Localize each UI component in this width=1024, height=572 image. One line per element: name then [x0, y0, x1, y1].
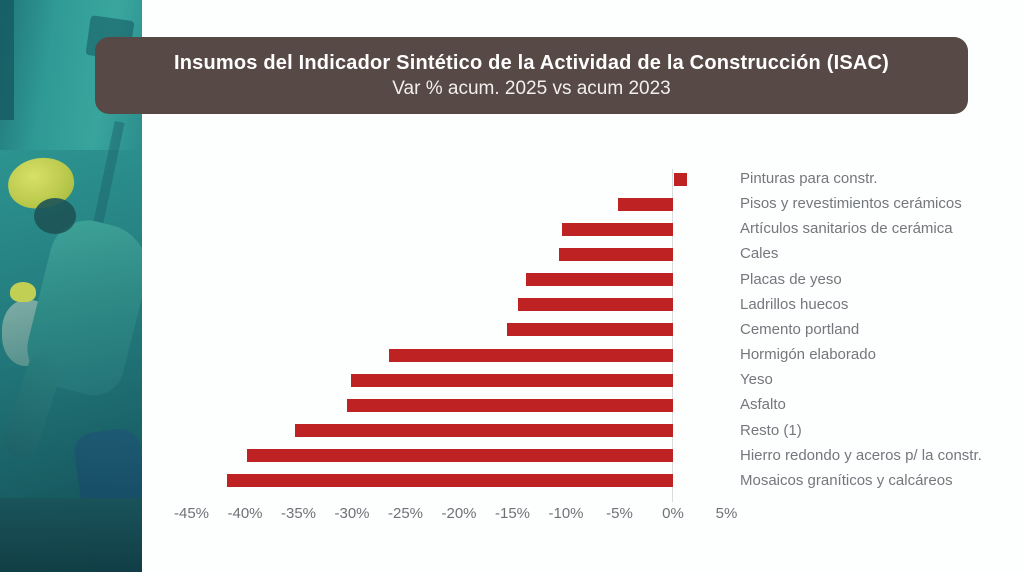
- bar-7: [389, 348, 673, 362]
- photo-dark-corner-shape: [0, 0, 14, 120]
- title-banner: Insumos del Indicador Sintético de la Ac…: [95, 37, 968, 114]
- category-label: Mosaicos graníticos y calcáreos: [740, 471, 953, 489]
- bar-8: [350, 373, 673, 387]
- x-tick-label: 5%: [715, 505, 738, 522]
- category-label: Ladrillos huecos: [740, 295, 849, 313]
- bar-4: [526, 273, 673, 287]
- bar-5: [517, 298, 673, 312]
- category-label: Hormigón elaborado: [740, 346, 876, 364]
- background-worker-helmet-shape: [10, 282, 36, 302]
- bar-12: [226, 474, 673, 488]
- chart-title: Insumos del Indicador Sintético de la Ac…: [173, 51, 890, 74]
- category-label: Pisos y revestimientos cerámicos: [740, 195, 962, 213]
- bar-10: [295, 424, 673, 437]
- x-tick-label: -25%: [387, 505, 424, 522]
- bar-2: [561, 222, 673, 236]
- category-label: Artículos sanitarios de cerámica: [740, 220, 953, 238]
- category-label: Cemento portland: [740, 320, 860, 338]
- category-label: Pinturas para constr.: [740, 170, 878, 187]
- x-tick-label: -30%: [334, 505, 370, 522]
- x-tick-label: -35%: [280, 505, 317, 522]
- category-label: Hierro redondo y aceros p/ la constr.: [740, 446, 982, 464]
- worker-head-shape: [34, 198, 76, 234]
- category-label: Placas de yeso: [740, 270, 842, 288]
- photo-ground-shape: [0, 498, 142, 572]
- x-tick-label: -20%: [441, 505, 477, 522]
- category-label: Asfalto: [740, 396, 786, 414]
- category-label: Yeso: [740, 371, 773, 389]
- bar-6: [507, 323, 673, 337]
- category-label: Cales: [740, 245, 779, 263]
- x-tick-label: -10%: [548, 505, 584, 522]
- x-tick-label: -5%: [606, 505, 633, 522]
- x-tick-label: -15%: [494, 505, 531, 522]
- x-tick-label: 0%: [662, 505, 684, 522]
- category-label: Resto (1): [740, 421, 802, 439]
- bar-11: [247, 449, 673, 463]
- chart-subtitle: Var % acum. 2025 vs acum 2023: [392, 77, 671, 99]
- bar-0: [674, 172, 687, 186]
- bar-9: [346, 398, 673, 412]
- x-tick-label: -45%: [173, 505, 210, 522]
- x-tick-label: -40%: [227, 505, 263, 522]
- bar-1: [618, 197, 673, 211]
- bar-3: [558, 247, 673, 261]
